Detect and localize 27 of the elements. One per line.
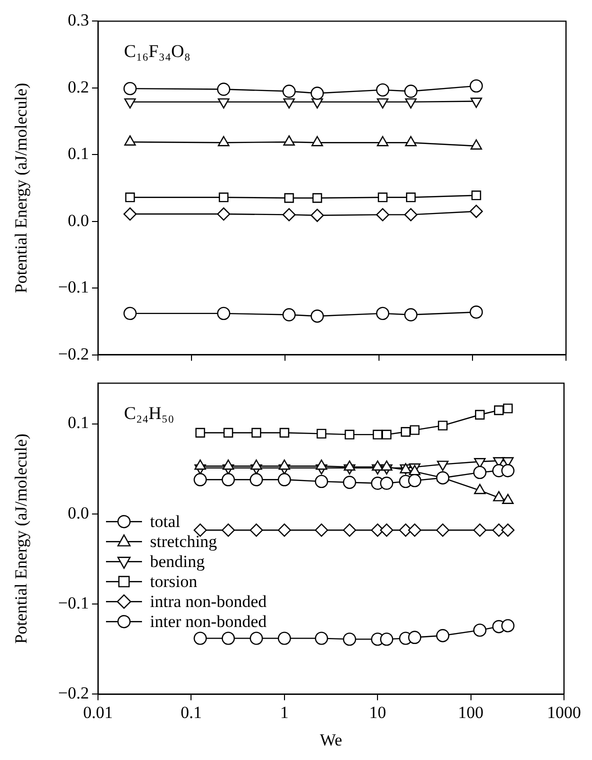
y-tick-label: −0.2	[58, 344, 89, 364]
x-tick-label: 1000	[547, 702, 581, 722]
x-tick-label: 0.1	[180, 702, 202, 722]
y-tick-label: 0.0	[68, 210, 89, 230]
annotation: C₁₆F₃₄O₈	[124, 40, 190, 61]
y-axis-title: Potential Energy (aJ/molecule)	[12, 82, 31, 294]
legend-label: torsion	[150, 572, 198, 592]
x-tick-label: 1	[280, 702, 289, 722]
legend-label: stretching	[150, 532, 218, 552]
x-tick-label: 10	[369, 702, 386, 722]
y-tick-label: 0.0	[68, 503, 89, 522]
y-tick-label: 0.1	[68, 413, 89, 432]
y-tick-label: 0.3	[68, 10, 89, 30]
y-tick-label: −0.2	[58, 684, 89, 703]
y-axis-title: Potential Energy (aJ/molecule)	[12, 434, 31, 644]
x-tick-label: 0.01	[83, 702, 113, 722]
legend-label: total	[150, 512, 180, 532]
y-tick-label: −0.1	[58, 594, 89, 613]
legend-label: inter non-bonded	[150, 612, 268, 632]
y-tick-label: 0.1	[68, 144, 89, 164]
y-tick-label: −0.1	[58, 278, 89, 297]
annotation: C₂₄H₅₀	[124, 402, 174, 423]
y-tick-label: 0.2	[68, 77, 89, 96]
x-axis-title: We	[320, 730, 342, 750]
legend-label: bending	[150, 552, 206, 572]
legend-label: intra non-bonded	[150, 592, 268, 612]
x-tick-label: 100	[458, 702, 484, 722]
